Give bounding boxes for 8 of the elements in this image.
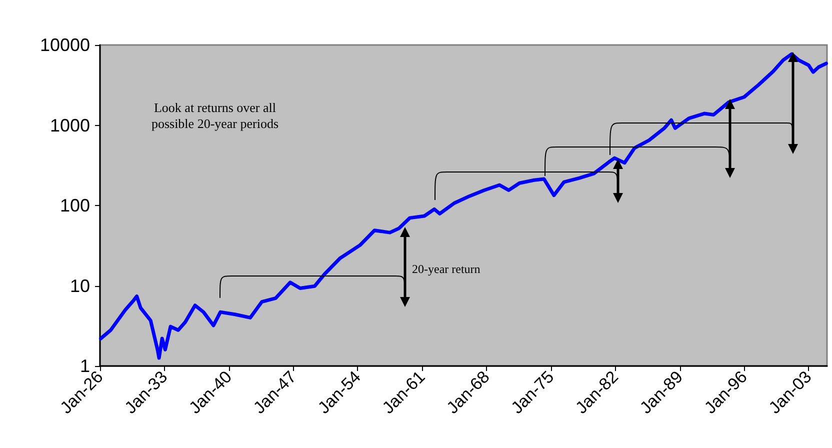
y-tick-label: 10 (70, 276, 90, 296)
y-tick-label: 10000 (40, 35, 90, 55)
y-tick-label: 1 (80, 356, 90, 376)
y-tick-label: 1000 (50, 115, 90, 136)
y-tick-label: 100 (60, 196, 90, 216)
line-series (99, 52, 828, 360)
annotation: 20-year return (412, 262, 480, 277)
annotation: Look at returns over all possible 20-year periods (150, 100, 280, 132)
